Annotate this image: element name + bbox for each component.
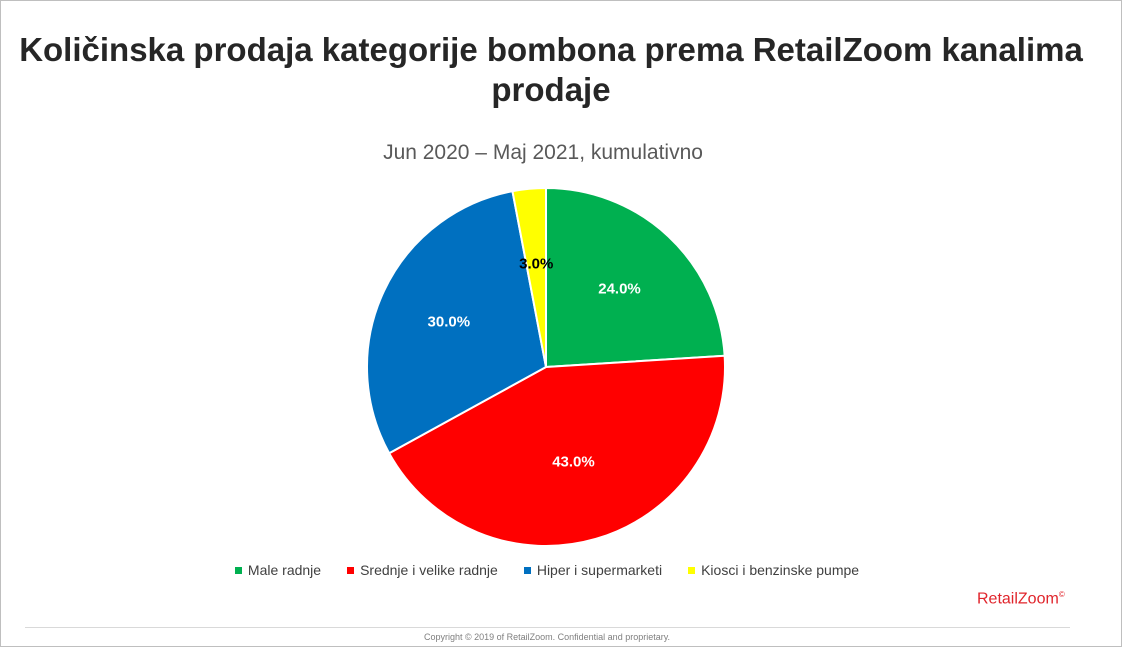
legend-label: Hiper i supermarketi — [536, 562, 663, 578]
data-label-male-radnje: 24.0% — [598, 281, 641, 298]
retailzoom-logo: RetailZoom© — [977, 590, 1065, 608]
legend-item-kiosci-i-benzinske-pumpe: Kiosci i benzinske pumpe — [688, 562, 859, 578]
legend-label: Srednje i velike radnje — [360, 562, 498, 578]
legend-swatch — [688, 566, 696, 574]
copyright-text: Copyright © 2019 of RetailZoom. Confiden… — [423, 632, 671, 642]
footer-divider — [25, 627, 1070, 628]
legend-swatch — [347, 566, 355, 574]
legend-swatch — [234, 566, 242, 574]
legend-label: Kiosci i benzinske pumpe — [701, 562, 860, 578]
brand-name: RetailZoom — [977, 590, 1059, 608]
chart-subtitle: Jun 2020 – Maj 2021, kumulativno — [383, 141, 703, 164]
data-label-hiper-i-supermarketi: 30.0% — [428, 313, 471, 330]
legend-label: Male radnje — [247, 562, 322, 578]
brand-mark: © — [1058, 590, 1065, 599]
legend-swatch — [523, 566, 531, 574]
legend-item-male-radnje: Male radnje — [234, 562, 322, 578]
data-label-srednje-i-velike-radnje: 43.0% — [552, 454, 595, 471]
chart-legend: Male radnje Srednje i velike radnje Hipe… — [0, 562, 1094, 578]
pie-slice-kiosci-i-benzinske-pumpe — [511, 186, 547, 368]
pie-slice-hiper-i-supermarketi — [366, 190, 548, 455]
pie-slice-srednje-i-velike-radnje — [387, 354, 726, 547]
pie-slice-male-radnje — [545, 186, 726, 369]
chart-title: Količinska prodaja kategorije bombona pr… — [19, 31, 1083, 108]
data-label-kiosci-i-benzinske-pumpe: 3.0% — [519, 256, 553, 273]
legend-item-srednje-i-velike-radnje: Srednje i velike radnje — [347, 562, 498, 578]
legend-item-hiper-i-supermarketi: Hiper i supermarketi — [523, 562, 663, 578]
pie-chart: 24.0% 43.0% 30.0% 3.0% — [366, 186, 726, 547]
